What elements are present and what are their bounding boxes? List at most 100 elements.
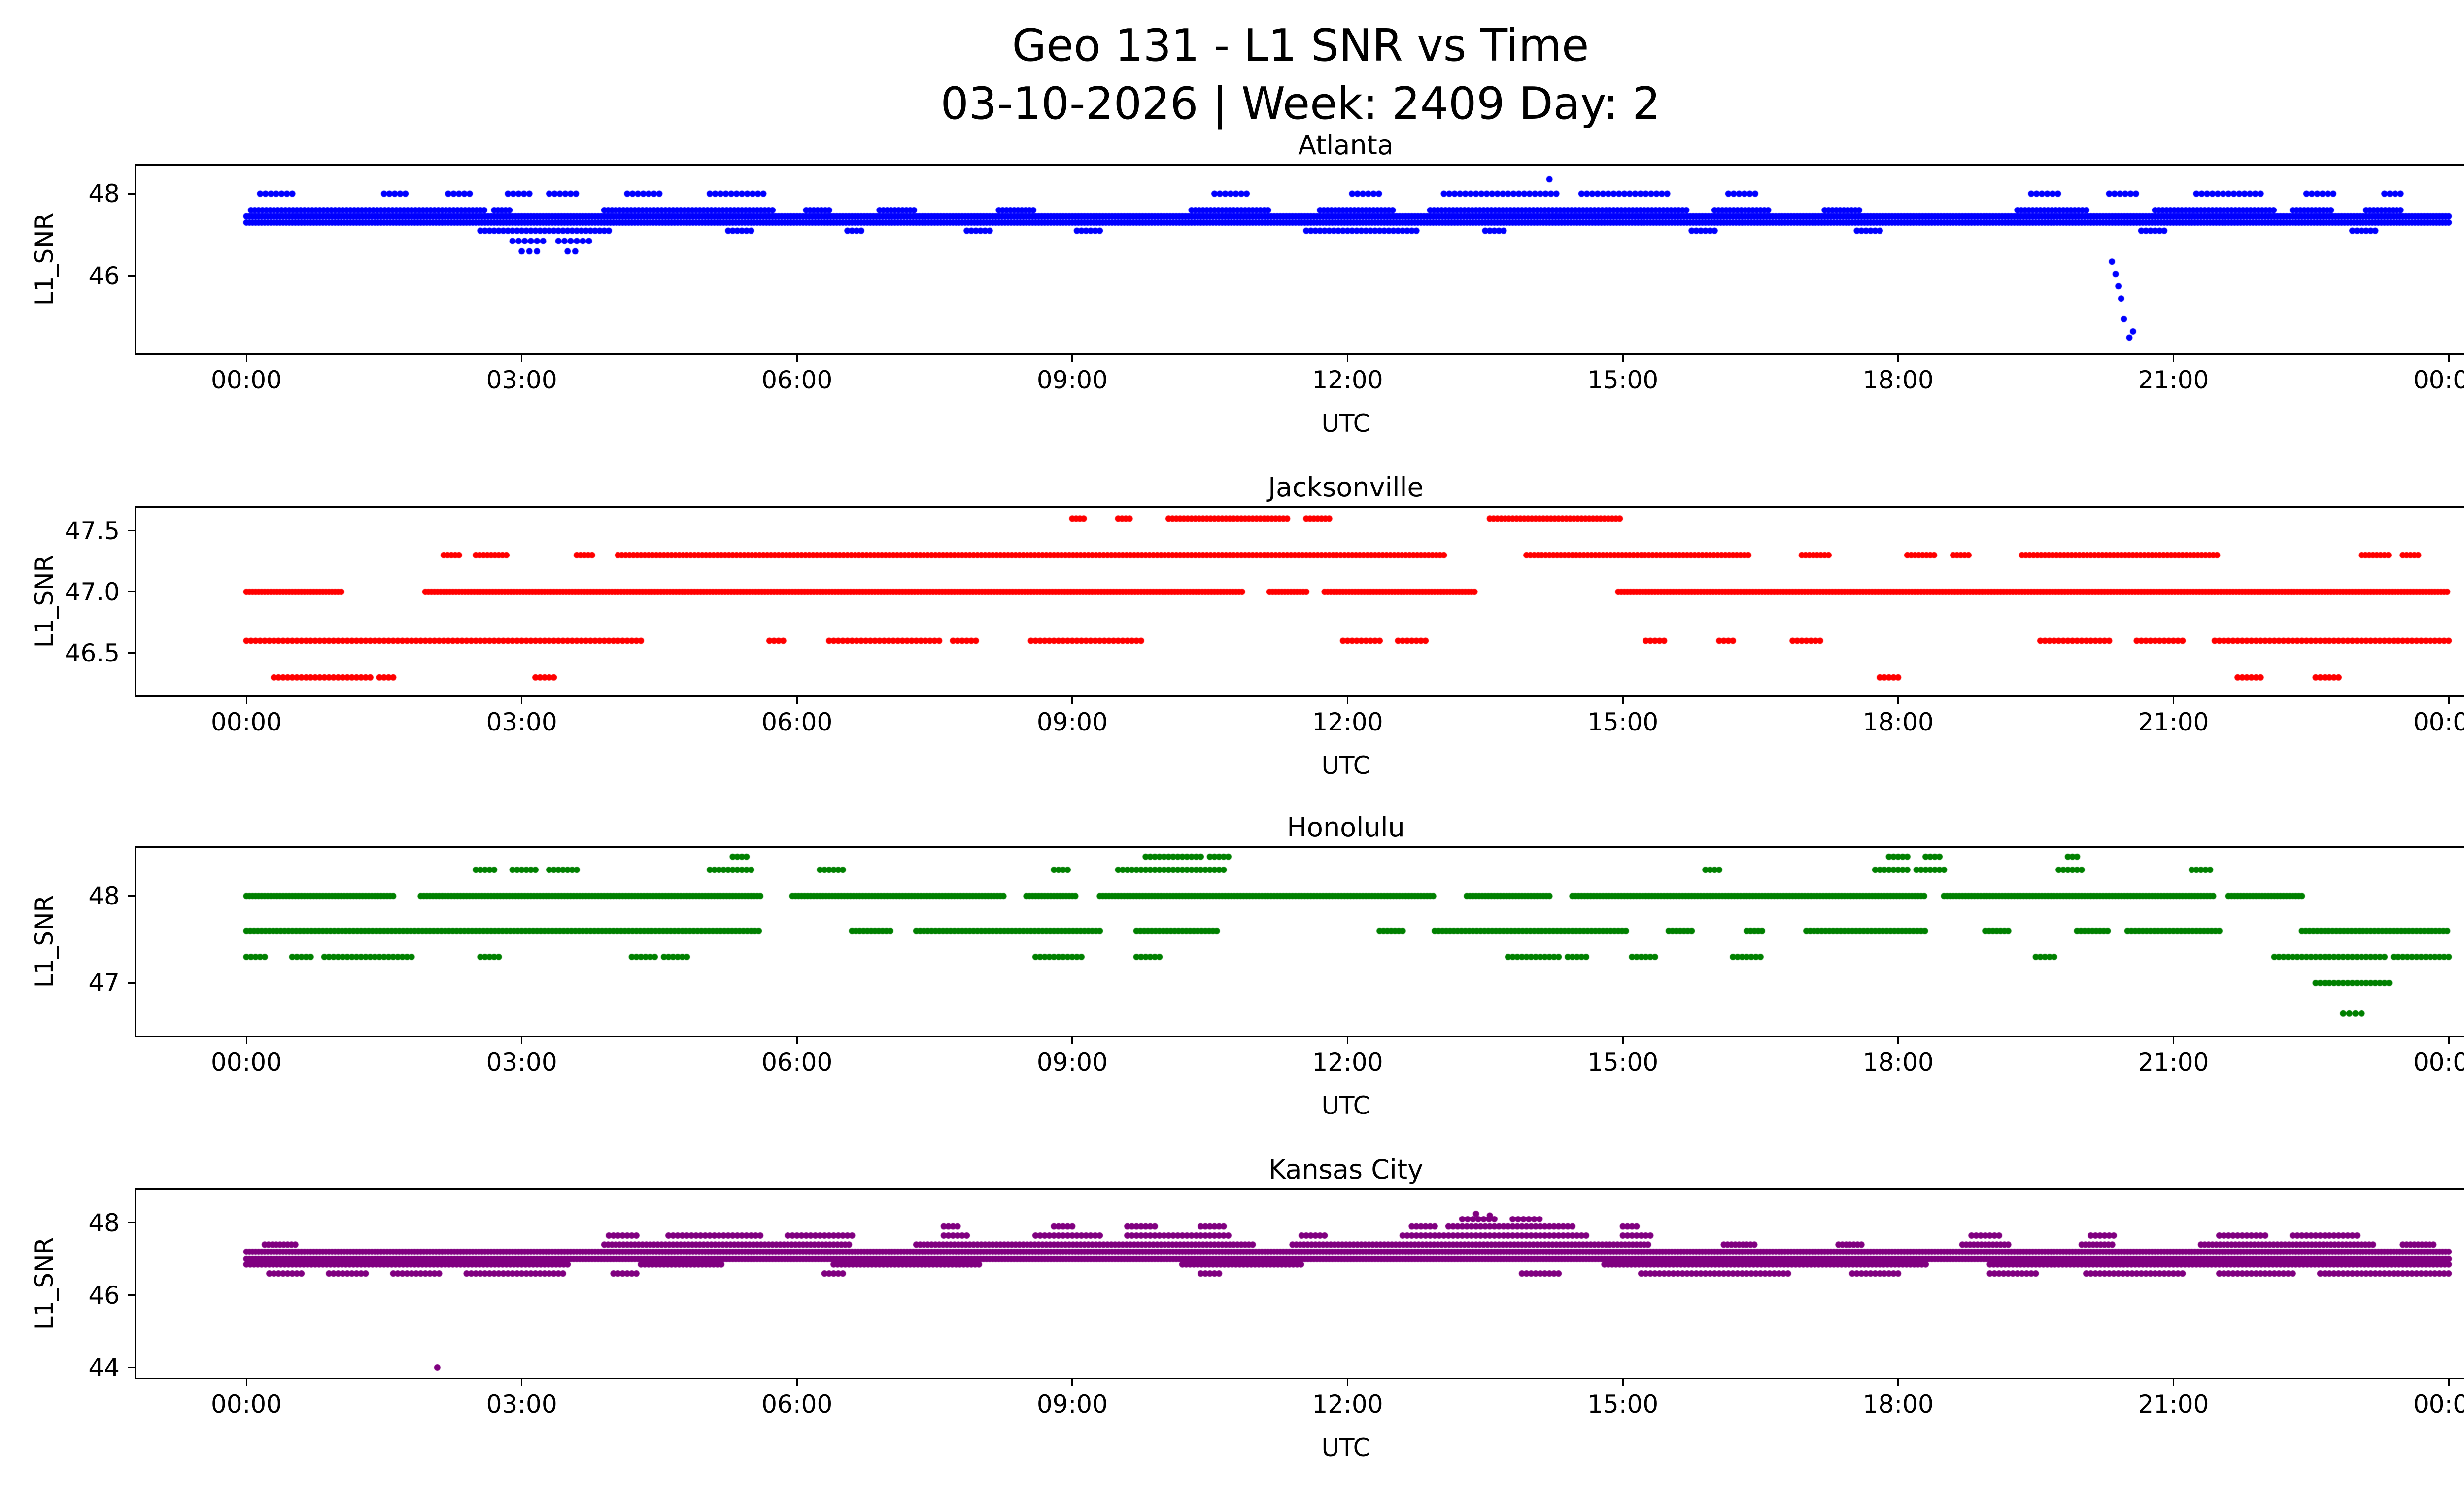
x-tick-mark (2448, 1037, 2450, 1044)
x-axis-label: UTC (1321, 751, 1370, 780)
subplot-title: Honolulu (1287, 812, 1405, 843)
x-tick-mark (2172, 1037, 2174, 1044)
y-tick-label: 48 (88, 1208, 120, 1237)
y-tick-mark (128, 530, 135, 532)
x-tick-label: 06:00 (761, 1048, 833, 1077)
x-tick-label: 12:00 (1312, 1390, 1383, 1419)
x-tick-label: 03:00 (486, 366, 557, 394)
y-tick-mark (128, 275, 135, 277)
y-tick-label: 48 (88, 179, 120, 209)
x-tick-label: 06:00 (761, 1390, 833, 1419)
x-axis-label: UTC (1321, 1433, 1370, 1462)
x-tick-mark (245, 697, 247, 704)
x-tick-mark (796, 1379, 798, 1386)
y-tick-label: 46 (88, 261, 120, 290)
x-tick-label: 00:00 (210, 366, 282, 394)
x-tick-label: 21:00 (2138, 1390, 2209, 1419)
x-tick-label: 00:00 (210, 708, 282, 736)
y-tick-mark (128, 652, 135, 654)
x-tick-mark (1071, 697, 1073, 704)
x-axis-label: UTC (1321, 1091, 1370, 1120)
y-tick-mark (128, 982, 135, 984)
x-tick-label: 09:00 (1036, 1048, 1108, 1077)
y-tick-label: 46.5 (65, 638, 120, 667)
x-tick-mark (796, 697, 798, 704)
x-tick-mark (1622, 355, 1624, 362)
y-tick-mark (128, 193, 135, 195)
x-tick-label: 15:00 (1587, 708, 1659, 736)
x-tick-mark (1897, 1379, 1899, 1386)
x-tick-mark (2448, 355, 2450, 362)
x-tick-mark (1622, 697, 1624, 704)
x-tick-label: 06:00 (761, 708, 833, 736)
x-tick-label: 00:00 (210, 1390, 282, 1419)
x-tick-label: 15:00 (1587, 1390, 1659, 1419)
subplot-title: Jacksonville (1268, 472, 1424, 503)
subplot-title: Atlanta (1298, 130, 1394, 161)
x-tick-mark (2448, 697, 2450, 704)
scatter-canvas-kansas-city (135, 1188, 2464, 1379)
x-tick-label: 15:00 (1587, 1048, 1659, 1077)
x-tick-label: 00:00 (2413, 1390, 2464, 1419)
x-tick-mark (1347, 1379, 1348, 1386)
x-tick-label: 18:00 (1862, 708, 1934, 736)
x-tick-mark (796, 1037, 798, 1044)
scatter-canvas-atlanta (135, 164, 2464, 355)
scatter-canvas-honolulu (135, 846, 2464, 1037)
x-tick-mark (2172, 355, 2174, 362)
x-tick-mark (1347, 1037, 1348, 1044)
y-tick-label: 46 (88, 1281, 120, 1310)
subplot-kansas-city: Kansas City L1_SNR UTC 00:00 03:00 06:00 09… (0, 1154, 2464, 1484)
x-tick-mark (521, 1037, 523, 1044)
x-tick-label: 21:00 (2138, 1048, 2209, 1077)
x-tick-label: 12:00 (1312, 708, 1383, 736)
x-tick-label: 15:00 (1587, 366, 1659, 394)
x-tick-mark (796, 355, 798, 362)
x-tick-label: 18:00 (1862, 366, 1934, 394)
x-tick-mark (521, 1379, 523, 1386)
figure-subtitle: 03-10-2026 | Week: 2409 Day: 2 (940, 78, 1661, 130)
y-tick-label: 47 (88, 969, 120, 998)
x-tick-mark (1897, 355, 1899, 362)
x-tick-mark (2448, 1379, 2450, 1386)
x-tick-mark (1897, 1037, 1899, 1044)
subplot-honolulu: Honolulu L1_SNR UTC 00:00 03:00 06:00 09:00… (0, 812, 2464, 1142)
x-tick-mark (245, 1379, 247, 1386)
figure-title: Geo 131 - L1 SNR vs Time (1012, 20, 1589, 71)
x-tick-mark (521, 355, 523, 362)
x-tick-mark (1622, 1037, 1624, 1044)
y-axis-label: L1_SNR (30, 212, 59, 306)
x-tick-mark (521, 697, 523, 704)
x-tick-mark (2172, 697, 2174, 704)
x-tick-label: 03:00 (486, 1390, 557, 1419)
x-tick-label: 18:00 (1862, 1048, 1934, 1077)
x-tick-label: 09:00 (1036, 708, 1108, 736)
x-tick-label: 12:00 (1312, 1048, 1383, 1077)
subplot-jacksonville: Jacksonville L1_SNR UTC 00:00 03:00 06:00 0… (0, 472, 2464, 802)
y-tick-label: 48 (88, 881, 120, 910)
x-axis-label: UTC (1321, 409, 1370, 438)
x-tick-label: 03:00 (486, 708, 557, 736)
y-tick-label: 47.5 (65, 516, 120, 545)
x-tick-mark (2172, 1379, 2174, 1386)
x-tick-mark (245, 1037, 247, 1044)
x-tick-label: 21:00 (2138, 366, 2209, 394)
x-tick-mark (245, 355, 247, 362)
x-tick-mark (1347, 355, 1348, 362)
x-tick-label: 18:00 (1862, 1390, 1934, 1419)
x-tick-mark (1347, 697, 1348, 704)
x-tick-mark (1071, 355, 1073, 362)
x-tick-mark (1071, 1037, 1073, 1044)
x-tick-mark (1071, 1379, 1073, 1386)
x-tick-mark (1897, 697, 1899, 704)
x-tick-label: 12:00 (1312, 366, 1383, 394)
x-tick-label: 03:00 (486, 1048, 557, 1077)
y-tick-mark (128, 591, 135, 593)
scatter-canvas-jacksonville (135, 506, 2464, 697)
y-tick-mark (128, 895, 135, 897)
x-tick-label: 00:00 (2413, 366, 2464, 394)
x-tick-label: 09:00 (1036, 1390, 1108, 1419)
y-tick-mark (128, 1294, 135, 1296)
y-tick-mark (128, 1222, 135, 1224)
y-tick-label: 44 (88, 1353, 120, 1382)
